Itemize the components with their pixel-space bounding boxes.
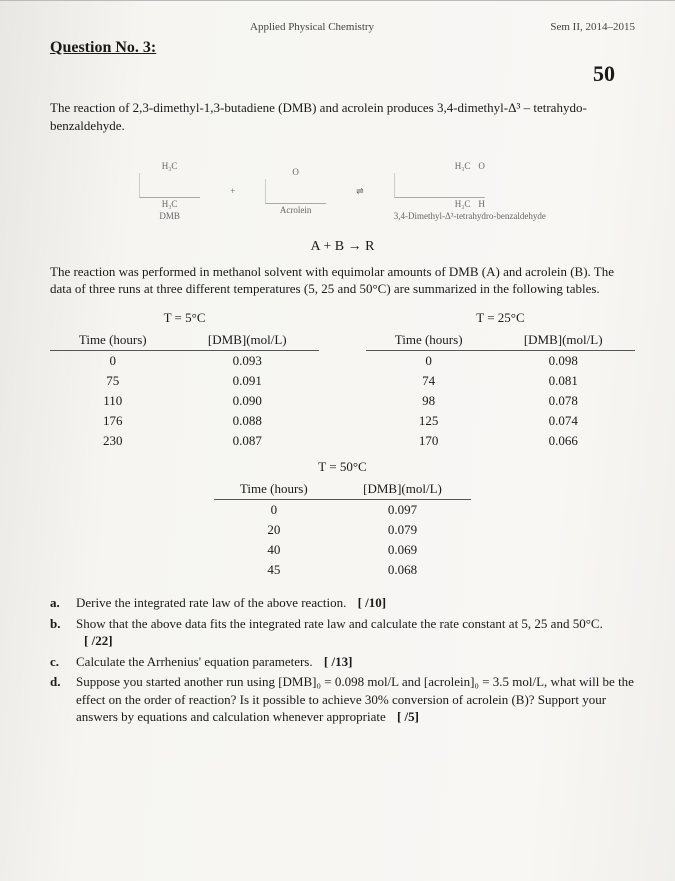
reaction-equation: A + B → R xyxy=(50,239,635,255)
col-conc: [DMB](mol/L) xyxy=(175,330,319,351)
tables-top-row: T = 5°C Time (hours) [DMB](mol/L) 00.093… xyxy=(50,310,635,451)
table-title: T = 25°C xyxy=(366,310,635,326)
cell-time: 176 xyxy=(50,411,175,431)
table-row: 400.069 xyxy=(214,540,471,560)
diagram-label: O xyxy=(265,166,326,179)
col-time: Time (hours) xyxy=(366,330,491,351)
cell-time: 40 xyxy=(214,540,334,560)
cell-time: 110 xyxy=(50,391,175,411)
page-header: Applied Physical Chemistry Sem II, 2014–… xyxy=(50,21,635,33)
cell-conc: 0.069 xyxy=(334,540,471,560)
diagram-label: DMB xyxy=(139,210,200,223)
cell-conc: 0.091 xyxy=(175,371,319,391)
cell-time: 0 xyxy=(214,499,334,520)
table-row: 1760.088 xyxy=(50,411,319,431)
points-bracket: [ /22] xyxy=(76,633,113,648)
table-row: 1700.066 xyxy=(366,431,635,451)
list-marker: c. xyxy=(50,653,66,671)
col-time: Time (hours) xyxy=(214,479,334,500)
cell-conc: 0.081 xyxy=(491,371,635,391)
cell-conc: 0.068 xyxy=(334,560,471,580)
diagram-label: O xyxy=(478,160,485,173)
reaction-diagram: H₃C H₃C DMB + O Acrolein ⇌ H₃C O H₃C H 3… xyxy=(50,150,635,229)
total-points: 50 xyxy=(50,61,635,87)
cell-conc: 0.097 xyxy=(334,499,471,520)
table-row: 980.078 xyxy=(366,391,635,411)
table-title: T = 5°C xyxy=(50,310,319,326)
diagram-label: Acrolein xyxy=(265,204,326,217)
table-row: 450.068 xyxy=(214,560,471,580)
subquestion-b: b. Show that the above data fits the int… xyxy=(50,615,635,650)
subquestions-list: a. Derive the integrated rate law of the… xyxy=(50,594,635,726)
table-5c: T = 5°C Time (hours) [DMB](mol/L) 00.093… xyxy=(50,310,319,451)
diagram-label: H₃C xyxy=(139,198,200,211)
question-number: Question No. 3: xyxy=(50,39,635,57)
question-text: Show that the above data fits the integr… xyxy=(76,616,603,631)
points-bracket: [ /5] xyxy=(389,709,419,724)
cell-conc: 0.088 xyxy=(175,411,319,431)
diagram-label: H₃C xyxy=(455,160,471,173)
points-bracket: [ /10] xyxy=(350,595,387,610)
cell-time: 98 xyxy=(366,391,491,411)
subquestion-d: d. Suppose you started another run using… xyxy=(50,673,635,726)
term-label: Sem II, 2014–2015 xyxy=(550,21,635,33)
points-bracket: [ /13] xyxy=(316,654,353,669)
list-marker: d. xyxy=(50,673,66,726)
cell-time: 125 xyxy=(366,411,491,431)
question-text: Calculate the Arrhenius' equation parame… xyxy=(76,654,313,669)
col-conc: [DMB](mol/L) xyxy=(334,479,471,500)
table-row: 2300.087 xyxy=(50,431,319,451)
cell-conc: 0.074 xyxy=(491,411,635,431)
col-conc: [DMB](mol/L) xyxy=(491,330,635,351)
cell-time: 20 xyxy=(214,520,334,540)
subquestion-a: a. Derive the integrated rate law of the… xyxy=(50,594,635,612)
question-text: Derive the integrated rate law of the ab… xyxy=(76,595,346,610)
table-row: 750.091 xyxy=(50,371,319,391)
cell-time: 75 xyxy=(50,371,175,391)
cell-conc: 0.066 xyxy=(491,431,635,451)
cell-time: 45 xyxy=(214,560,334,580)
table-row: 200.079 xyxy=(214,520,471,540)
question-text: Suppose you started another run using [D… xyxy=(76,674,634,724)
col-time: Time (hours) xyxy=(50,330,175,351)
cell-time: 170 xyxy=(366,431,491,451)
description-paragraph: The reaction was performed in methanol s… xyxy=(50,263,635,298)
cell-time: 230 xyxy=(50,431,175,451)
diagram-label: 3,4-Dimethyl-Δ³-tetrahydro-benzaldehyde xyxy=(394,210,546,223)
course-title: Applied Physical Chemistry xyxy=(250,21,374,33)
diagram-label: H₃C xyxy=(455,198,471,211)
cell-conc: 0.093 xyxy=(175,350,319,371)
intro-paragraph: The reaction of 2,3-dimethyl-1,3-butadie… xyxy=(50,99,635,134)
table-25c: T = 25°C Time (hours) [DMB](mol/L) 00.09… xyxy=(366,310,635,451)
table-50c: T = 50°C Time (hours) [DMB](mol/L) 00.09… xyxy=(214,459,471,580)
cell-time: 74 xyxy=(366,371,491,391)
table-row: 740.081 xyxy=(366,371,635,391)
table-row: 00.097 xyxy=(214,499,471,520)
diagram-label: H₃C xyxy=(139,160,200,173)
table-row: 00.093 xyxy=(50,350,319,371)
cell-time: 0 xyxy=(50,350,175,371)
reaction-arrow: ⇌ xyxy=(356,185,364,198)
list-marker: b. xyxy=(50,615,66,650)
cell-time: 0 xyxy=(366,350,491,371)
cell-conc: 0.098 xyxy=(491,350,635,371)
cell-conc: 0.087 xyxy=(175,431,319,451)
subquestion-c: c. Calculate the Arrhenius' equation par… xyxy=(50,653,635,671)
plus-symbol: + xyxy=(230,185,235,198)
table-title: T = 50°C xyxy=(214,459,471,475)
cell-conc: 0.090 xyxy=(175,391,319,411)
list-marker: a. xyxy=(50,594,66,612)
table-row: 00.098 xyxy=(366,350,635,371)
cell-conc: 0.079 xyxy=(334,520,471,540)
diagram-label: H xyxy=(478,198,485,211)
table-row: 1250.074 xyxy=(366,411,635,431)
table-row: 1100.090 xyxy=(50,391,319,411)
cell-conc: 0.078 xyxy=(491,391,635,411)
